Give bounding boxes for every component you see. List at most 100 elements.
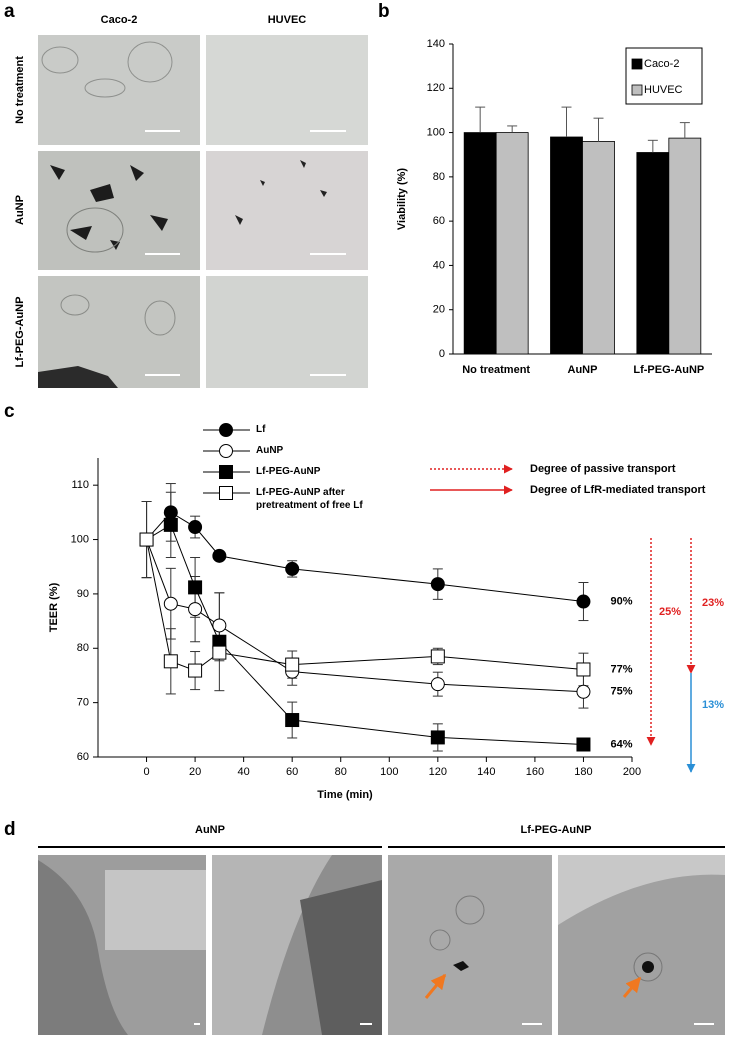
x-tick-label: 100 <box>380 766 398 778</box>
micrograph-grid: Caco-2 HUVEC No treatment AuNP Lf-PEG-Au… <box>14 14 368 388</box>
legend-label-box: AuNP <box>256 445 284 456</box>
cell <box>60 294 90 316</box>
y-axis-label: TEER (%) <box>48 582 60 632</box>
marker <box>576 662 591 677</box>
x-tick-label: 160 <box>526 766 544 778</box>
marker <box>212 618 227 633</box>
legend-marker <box>219 444 233 458</box>
arrow <box>622 976 642 998</box>
legend-swatch <box>631 84 643 96</box>
bracket-label: 25% <box>659 606 681 618</box>
x-tick-label: 40 <box>238 766 250 778</box>
legend-box <box>625 47 703 105</box>
x-tick-label: 200 <box>623 766 641 778</box>
marker <box>163 517 178 532</box>
series-line <box>146 539 584 672</box>
transport-label: Degree of LfR-mediated transport <box>530 484 706 496</box>
micrograph <box>206 151 368 270</box>
marker <box>139 532 154 547</box>
panel-label: c <box>4 401 15 422</box>
vesicle <box>633 952 663 982</box>
series-line <box>146 524 584 745</box>
bracket-label: 23% <box>702 597 724 609</box>
marker <box>430 677 445 692</box>
particle-aggregate <box>38 366 118 388</box>
tissue <box>105 870 206 950</box>
bar <box>463 132 497 355</box>
marker <box>188 663 203 678</box>
y-tick-label: 100 <box>427 126 445 138</box>
row-label: AuNP <box>14 195 26 225</box>
arrow <box>424 973 447 999</box>
particle-aggregate <box>50 165 168 250</box>
y-tick-label: 100 <box>71 533 89 545</box>
tem-panel: AuNP Lf-PEG-AuNP <box>38 824 725 1035</box>
group-label: AuNP <box>195 824 225 836</box>
marker <box>163 654 178 669</box>
bar <box>550 136 583 355</box>
y-tick-label: 60 <box>77 751 89 763</box>
legend-label-box: Lf <box>256 424 265 435</box>
cell <box>84 78 126 98</box>
legend-marker <box>219 465 233 479</box>
legend-marker <box>219 423 233 437</box>
panel-label: a <box>4 1 15 22</box>
end-label: 90% <box>610 595 632 607</box>
panel-label: d <box>4 819 16 840</box>
x-tick-label: 80 <box>335 766 347 778</box>
x-tick-label: Lf-PEG-AuNP <box>633 364 704 376</box>
nanoparticle <box>453 961 469 971</box>
y-axis-label: Viability (%) <box>396 168 408 230</box>
end-label: 75% <box>610 686 632 698</box>
tissue <box>300 880 382 1035</box>
vesicle <box>429 929 451 951</box>
cell <box>41 46 79 74</box>
legend-label: Lf-PEG-AuNP after pretreatment of free L… <box>256 487 363 511</box>
marker <box>285 561 300 576</box>
tem-image <box>388 855 552 1035</box>
x-axis-label: Time (min) <box>317 789 373 801</box>
marker <box>430 649 445 664</box>
marker <box>212 645 227 660</box>
y-tick-label: 80 <box>77 642 89 654</box>
y-tick-label: 40 <box>433 259 445 271</box>
legend-label: Lf-PEG-AuNP <box>256 466 321 477</box>
marker <box>285 713 300 728</box>
bar <box>582 141 615 355</box>
legend-label-box: Lf-PEG-AuNP after pretreatment of free L… <box>256 487 363 511</box>
x-tick-label: AuNP <box>568 364 598 376</box>
row-label: No treatment <box>14 56 26 124</box>
tissue <box>558 855 725 925</box>
tissue <box>38 860 128 1035</box>
legend-label: AuNP <box>256 445 284 456</box>
y-tick-label: 70 <box>77 697 89 709</box>
y-tick-label: 20 <box>433 304 445 316</box>
legend-label: Caco-2 <box>644 58 679 70</box>
bar <box>495 132 529 355</box>
marker <box>188 602 203 617</box>
transport-label: Degree of passive transport <box>530 463 676 475</box>
legend-swatch <box>631 58 643 70</box>
cell <box>144 300 176 336</box>
marker <box>576 594 591 609</box>
marker <box>163 596 178 611</box>
marker <box>212 548 227 563</box>
end-label: 77% <box>610 663 632 675</box>
y-tick-label: 80 <box>433 171 445 183</box>
micrograph <box>206 276 368 388</box>
x-tick-label: 120 <box>429 766 447 778</box>
line-chart: 60 70 80 90 100 110 0 20 40 60 80 100 120 140 160 180 20… <box>48 423 724 801</box>
micrograph <box>38 151 200 270</box>
legend-label-box: Lf-PEG-AuNP <box>256 466 321 477</box>
bar-chart: 0 20 40 60 80 100 120 140 Viability (%) No treatm… <box>396 38 712 376</box>
row-label: Lf-PEG-AuNP <box>14 297 26 368</box>
nanoparticle <box>642 961 654 973</box>
group-label: Lf-PEG-AuNP <box>521 824 592 836</box>
cell <box>127 41 173 83</box>
y-tick-label: 120 <box>427 82 445 94</box>
x-tick-label: 180 <box>574 766 592 778</box>
x-tick-label: No treatment <box>462 364 530 376</box>
y-tick-label: 90 <box>77 588 89 600</box>
bar <box>668 137 702 355</box>
